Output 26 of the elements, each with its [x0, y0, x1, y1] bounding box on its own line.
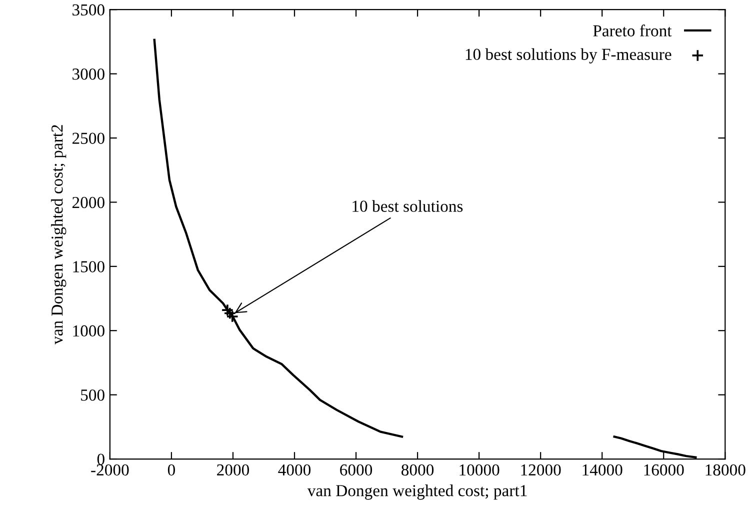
y-tick-label: 1500: [73, 261, 104, 272]
point: [221, 304, 234, 316]
x-tick-label: 18000: [706, 464, 746, 476]
legend-label: 10 best solutions by F-measure: [466, 48, 672, 64]
x-tick-label: 8000: [402, 464, 434, 476]
x-tick-label: 6000: [340, 464, 372, 476]
y-tick-label: 3500: [72, 4, 104, 16]
y-tick-label: 0: [97, 454, 104, 465]
y-tick-label: 2500: [72, 132, 104, 144]
x-tick-label: -2000: [91, 464, 129, 476]
annotation: 10 best solutions: [352, 200, 463, 212]
x-tick-label: 0: [168, 464, 175, 476]
x-tick-label: 14000: [582, 464, 622, 476]
y-tick-label: 500: [81, 390, 104, 401]
x-axis-title: van Dongen weighted cost; part1: [307, 484, 527, 500]
y-tick-label: 2000: [72, 196, 104, 208]
y-axis-title: van Dongen weighted cost; part2: [51, 125, 66, 344]
y-tick-label: 3000: [72, 68, 104, 80]
x-tick-label: 16000: [644, 464, 684, 476]
y-tick-label: 1000: [73, 325, 104, 337]
x-tick-label: 10000: [460, 464, 500, 476]
x-tick-label: 2000: [217, 464, 250, 476]
point: [224, 306, 236, 320]
legend-label: Pareto front: [593, 24, 672, 36]
x-tick-label: 12000: [521, 464, 561, 476]
x-tick-label: 4000: [278, 464, 311, 476]
